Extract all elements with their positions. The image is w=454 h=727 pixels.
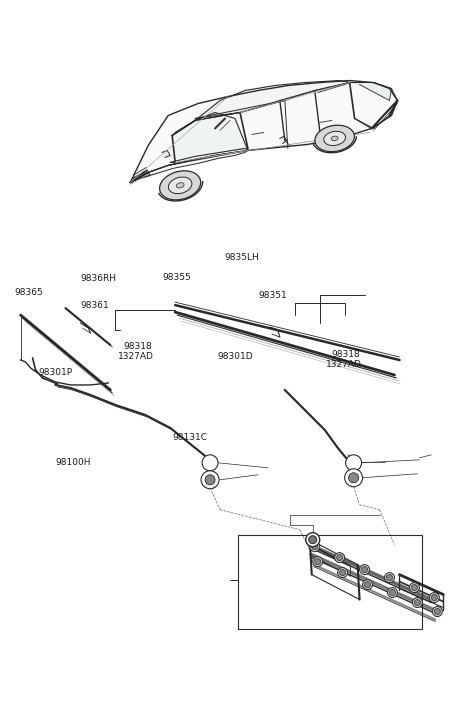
Ellipse shape bbox=[176, 182, 184, 188]
Text: 98318: 98318 bbox=[123, 342, 152, 350]
Circle shape bbox=[429, 593, 439, 603]
Circle shape bbox=[390, 590, 395, 595]
Text: 98131C: 98131C bbox=[173, 433, 207, 442]
Polygon shape bbox=[130, 81, 397, 182]
Circle shape bbox=[345, 455, 361, 471]
Circle shape bbox=[434, 608, 440, 614]
Circle shape bbox=[388, 587, 397, 598]
Circle shape bbox=[312, 544, 318, 550]
Text: 98355: 98355 bbox=[163, 273, 192, 282]
Circle shape bbox=[361, 566, 368, 573]
Circle shape bbox=[201, 471, 219, 489]
Polygon shape bbox=[162, 150, 170, 157]
Ellipse shape bbox=[160, 171, 201, 200]
Circle shape bbox=[431, 595, 437, 601]
Polygon shape bbox=[130, 172, 150, 182]
Circle shape bbox=[363, 579, 373, 590]
Circle shape bbox=[338, 568, 348, 577]
Polygon shape bbox=[170, 113, 248, 162]
Text: 98361: 98361 bbox=[80, 301, 109, 310]
Text: 1327AD: 1327AD bbox=[118, 352, 153, 361]
Circle shape bbox=[415, 600, 420, 606]
Text: 1327AD: 1327AD bbox=[326, 360, 361, 369]
Ellipse shape bbox=[324, 132, 345, 145]
Ellipse shape bbox=[315, 125, 355, 152]
Circle shape bbox=[202, 455, 218, 471]
Circle shape bbox=[365, 582, 370, 587]
Circle shape bbox=[313, 557, 323, 566]
Circle shape bbox=[309, 536, 317, 544]
Circle shape bbox=[385, 573, 395, 582]
Circle shape bbox=[337, 555, 343, 561]
Polygon shape bbox=[285, 83, 350, 100]
Circle shape bbox=[315, 558, 321, 565]
Text: 98301P: 98301P bbox=[38, 369, 72, 377]
Polygon shape bbox=[350, 83, 391, 100]
Circle shape bbox=[310, 542, 320, 552]
Circle shape bbox=[412, 598, 422, 608]
Circle shape bbox=[205, 475, 215, 485]
Circle shape bbox=[410, 582, 419, 593]
Circle shape bbox=[360, 565, 370, 574]
Text: 98351: 98351 bbox=[259, 291, 287, 300]
Circle shape bbox=[432, 606, 442, 616]
Circle shape bbox=[345, 469, 363, 487]
Polygon shape bbox=[172, 81, 350, 135]
Polygon shape bbox=[195, 100, 285, 119]
Polygon shape bbox=[130, 150, 248, 182]
Text: 98318: 98318 bbox=[331, 350, 360, 358]
Circle shape bbox=[306, 533, 320, 547]
Circle shape bbox=[386, 574, 393, 581]
Ellipse shape bbox=[168, 177, 192, 193]
Text: 98301D: 98301D bbox=[217, 352, 253, 361]
Ellipse shape bbox=[331, 136, 338, 141]
Polygon shape bbox=[280, 137, 287, 143]
Text: 98365: 98365 bbox=[14, 288, 43, 297]
Circle shape bbox=[335, 553, 345, 563]
Text: 9835LH: 9835LH bbox=[225, 253, 260, 262]
Bar bbox=[238, 534, 422, 630]
Circle shape bbox=[340, 570, 345, 576]
Circle shape bbox=[411, 585, 417, 590]
Text: 9836RH: 9836RH bbox=[80, 274, 116, 283]
Circle shape bbox=[349, 473, 359, 483]
Text: 98100H: 98100H bbox=[55, 458, 90, 467]
